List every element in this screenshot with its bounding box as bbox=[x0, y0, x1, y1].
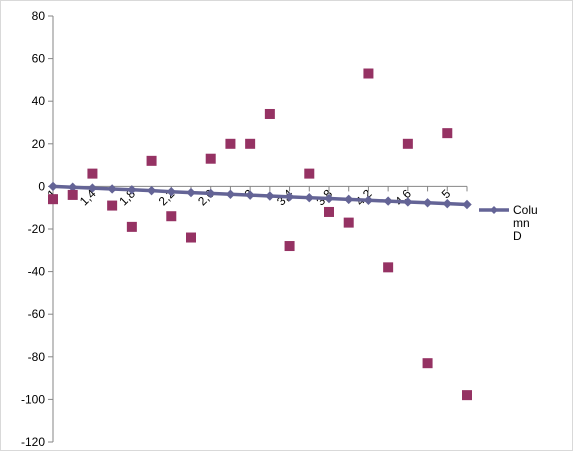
scatter-point bbox=[186, 232, 196, 243]
y-tick-label: -120 bbox=[21, 435, 45, 449]
y-tick-label: 20 bbox=[32, 137, 46, 151]
line-point-marker bbox=[284, 192, 295, 202]
scatter-point bbox=[402, 138, 413, 149]
x-tick-label: 4,6 bbox=[392, 186, 414, 208]
scatter-point bbox=[304, 168, 315, 179]
scatter-point bbox=[87, 168, 98, 179]
legend-label: Colu mn D bbox=[513, 203, 538, 243]
line-point-marker bbox=[403, 197, 413, 207]
legend-label-line: Colu bbox=[513, 203, 538, 217]
y-axis: 80 60 40 20 0 -20 -40 -60 -80 -100 -120 bbox=[21, 9, 54, 449]
scatter-point bbox=[166, 211, 177, 222]
line-point-marker bbox=[265, 191, 275, 201]
scatter-point bbox=[442, 128, 453, 139]
line-series-column-d bbox=[52, 184, 468, 207]
line-point-marker bbox=[344, 194, 354, 205]
line-point-marker bbox=[87, 183, 98, 193]
scatter-point bbox=[205, 153, 216, 164]
scatter-point bbox=[462, 390, 472, 401]
y-tick-label: -20 bbox=[28, 222, 46, 236]
scatter-point bbox=[245, 138, 256, 149]
scatter-point bbox=[146, 155, 157, 166]
scatter-point bbox=[363, 68, 374, 79]
scatter-point bbox=[324, 206, 334, 217]
y-tick-label: -80 bbox=[28, 350, 46, 364]
scatter-point bbox=[422, 358, 433, 369]
scatter-point bbox=[126, 221, 137, 232]
line-point-marker bbox=[225, 189, 236, 199]
line-point-marker bbox=[363, 195, 374, 205]
x-tick-label: 5 bbox=[439, 186, 454, 201]
x-tick-label: 2,6 bbox=[195, 186, 217, 208]
line-point-marker bbox=[186, 187, 196, 198]
y-tick-label: 60 bbox=[32, 52, 46, 66]
scatter-point bbox=[343, 217, 354, 228]
scatter-point bbox=[67, 189, 78, 200]
line-point-marker bbox=[422, 198, 433, 208]
legend: Colu mn D bbox=[479, 203, 538, 243]
y-tick-label: -40 bbox=[28, 265, 46, 279]
scatter-point bbox=[107, 200, 118, 211]
line-point-marker bbox=[206, 188, 216, 199]
line-point-marker bbox=[442, 198, 452, 209]
line-point-marker bbox=[166, 187, 176, 197]
line-point-marker bbox=[245, 190, 255, 200]
line-point-marker bbox=[107, 184, 117, 194]
scatter-point bbox=[48, 194, 58, 205]
legend-label-line: mn bbox=[513, 216, 530, 230]
x-tick-label: 4,2 bbox=[353, 186, 375, 208]
y-tick-label: -100 bbox=[21, 392, 45, 406]
line-point-marker bbox=[462, 199, 472, 210]
scatter-point bbox=[383, 262, 394, 273]
y-tick-label: 0 bbox=[38, 179, 45, 193]
y-tick-label: 80 bbox=[32, 9, 46, 23]
scatter-point bbox=[284, 241, 295, 252]
line-point-marker bbox=[127, 185, 137, 195]
line-point-marker bbox=[146, 185, 157, 196]
y-tick-label: -60 bbox=[28, 307, 46, 321]
scatter-point bbox=[225, 138, 236, 149]
legend-marker-swatch bbox=[490, 206, 498, 214]
line-point-marker bbox=[383, 196, 393, 206]
line-point-marker bbox=[48, 181, 58, 192]
series-layer bbox=[48, 68, 472, 401]
line-point-marker bbox=[324, 193, 334, 204]
scatter-point bbox=[264, 108, 275, 119]
line-point-marker bbox=[304, 192, 314, 203]
y-tick-label: 40 bbox=[32, 94, 46, 108]
legend-label-line: D bbox=[513, 229, 522, 243]
